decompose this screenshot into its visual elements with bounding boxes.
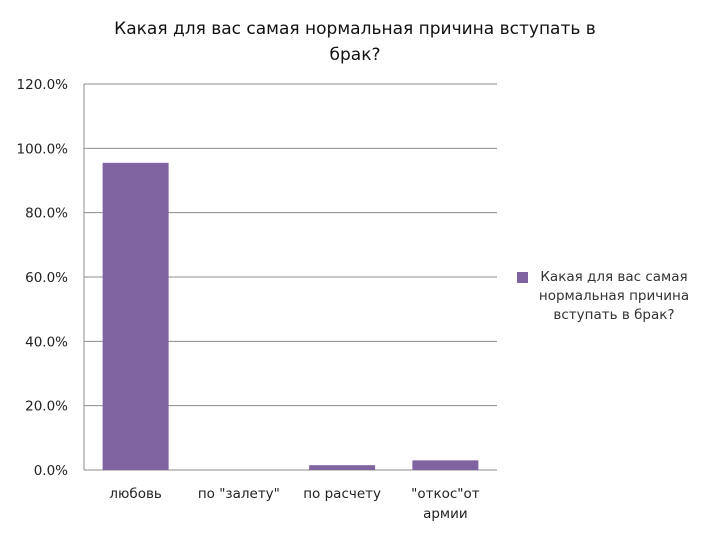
x-tick-label: "откос"от армии <box>411 486 480 522</box>
x-tick-label: по расчету <box>303 486 381 502</box>
bar <box>102 162 169 470</box>
legend-swatch <box>517 272 528 283</box>
bar <box>309 465 376 470</box>
legend-label: Какая для вас самая нормальная причина в… <box>538 269 690 323</box>
bar <box>412 460 479 470</box>
y-tick-label: 20.0% <box>25 399 68 415</box>
x-tick-label: любовь <box>109 486 162 502</box>
y-tick-label: 100.0% <box>17 141 69 157</box>
y-tick-label: 120.0% <box>17 77 69 93</box>
y-tick-label: 60.0% <box>25 270 68 286</box>
y-tick-label: 0.0% <box>34 463 68 479</box>
x-tick-label: по "залету" <box>198 486 280 502</box>
legend: Какая для вас самая нормальная причина в… <box>517 268 707 325</box>
y-tick-label: 80.0% <box>25 206 68 222</box>
chart-title: Какая для вас самая нормальная причина в… <box>114 19 596 65</box>
y-tick-label: 40.0% <box>25 334 68 350</box>
